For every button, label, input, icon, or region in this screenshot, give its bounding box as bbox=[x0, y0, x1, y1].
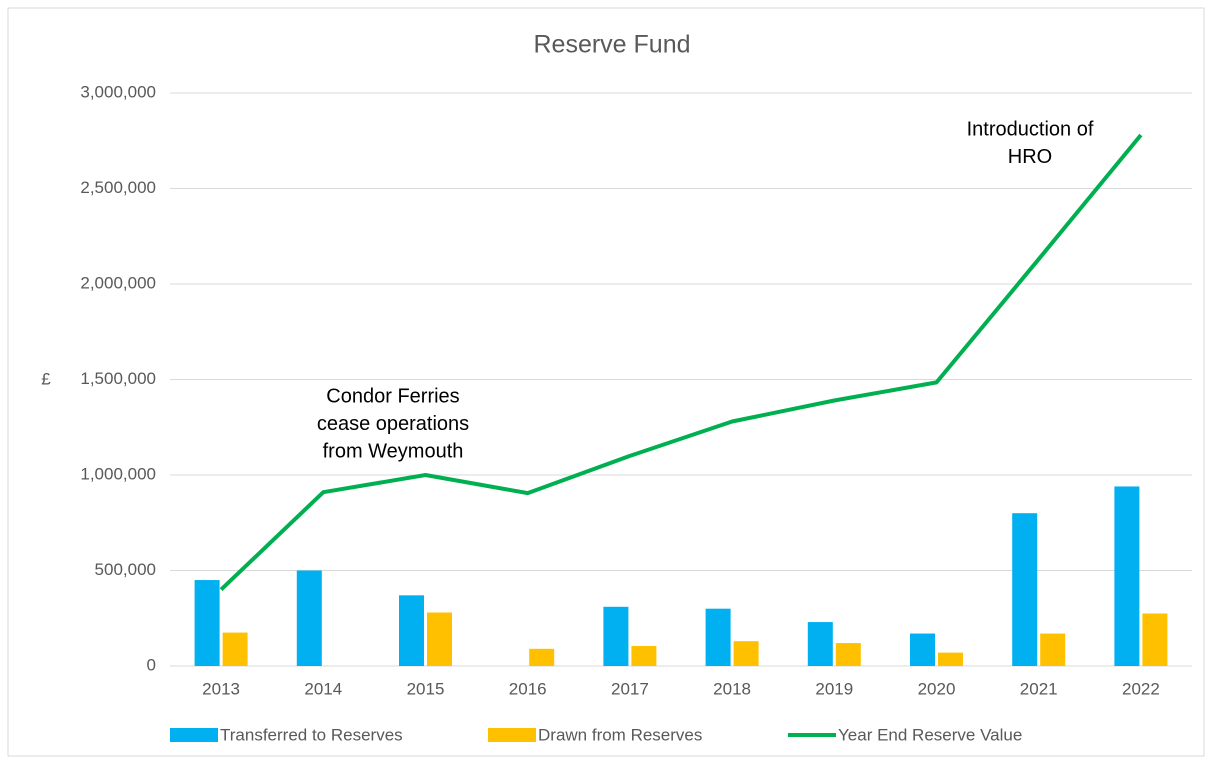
bar bbox=[194, 580, 220, 666]
bar bbox=[1142, 613, 1168, 666]
bar bbox=[427, 612, 452, 666]
bar bbox=[835, 643, 861, 666]
bar bbox=[910, 633, 935, 666]
y-tick-label: 1,000,000 bbox=[80, 464, 156, 483]
bar bbox=[1040, 633, 1066, 666]
x-tick-label: 2013 bbox=[202, 679, 240, 698]
bar bbox=[807, 622, 833, 666]
bar bbox=[938, 652, 963, 666]
x-tick-label: 2014 bbox=[304, 679, 342, 698]
bar bbox=[1012, 513, 1038, 666]
y-tick-label: 1,500,000 bbox=[80, 369, 156, 388]
legend-swatch bbox=[488, 728, 536, 742]
y-tick-label: 3,000,000 bbox=[80, 82, 156, 101]
annotation: cease operations bbox=[317, 413, 469, 435]
bar bbox=[1114, 486, 1140, 666]
bar bbox=[222, 632, 248, 666]
bar bbox=[529, 648, 555, 666]
y-tick-label: 0 bbox=[147, 655, 156, 674]
bar bbox=[603, 606, 629, 666]
legend-swatch bbox=[170, 728, 218, 742]
annotation: HRO bbox=[1008, 146, 1052, 168]
bar bbox=[631, 645, 657, 666]
x-tick-label: 2016 bbox=[509, 679, 547, 698]
bar bbox=[733, 641, 759, 666]
chart-title: Reserve Fund bbox=[533, 31, 690, 59]
bar bbox=[399, 595, 424, 666]
y-tick-label: 2,500,000 bbox=[80, 178, 156, 197]
bar bbox=[296, 570, 322, 666]
x-tick-label: 2022 bbox=[1122, 679, 1160, 698]
legend-label: Transferred to Reserves bbox=[220, 725, 403, 744]
annotation: from Weymouth bbox=[323, 440, 464, 462]
x-tick-label: 2015 bbox=[407, 679, 445, 698]
x-tick-label: 2017 bbox=[611, 679, 649, 698]
annotation: Condor Ferries bbox=[326, 385, 459, 407]
x-tick-label: 2019 bbox=[815, 679, 853, 698]
bar bbox=[705, 608, 731, 666]
legend-label: Drawn from Reserves bbox=[538, 725, 702, 744]
y-tick-label: 500,000 bbox=[95, 560, 156, 579]
x-tick-label: 2020 bbox=[918, 679, 956, 698]
line bbox=[219, 133, 1143, 592]
legend-label: Year End Reserve Value bbox=[838, 725, 1022, 744]
y-axis-label: £ bbox=[41, 369, 51, 388]
annotation: Introduction of bbox=[967, 118, 1094, 140]
x-tick-label: 2018 bbox=[713, 679, 751, 698]
x-tick-label: 2021 bbox=[1020, 679, 1058, 698]
y-tick-label: 2,000,000 bbox=[80, 273, 156, 292]
